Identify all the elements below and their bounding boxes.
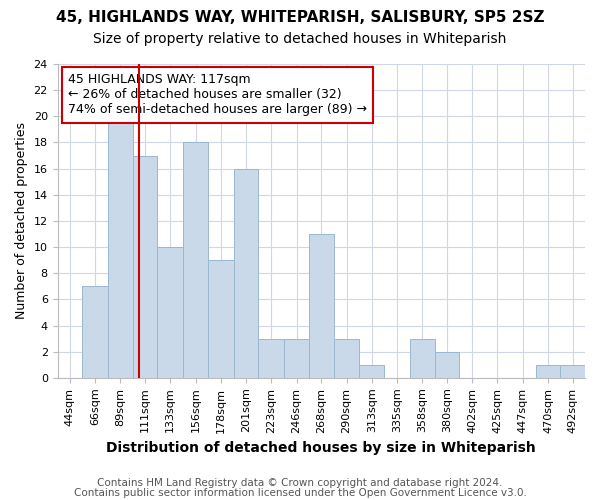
Text: 45, HIGHLANDS WAY, WHITEPARISH, SALISBURY, SP5 2SZ: 45, HIGHLANDS WAY, WHITEPARISH, SALISBUR… [56,10,544,25]
Text: 45 HIGHLANDS WAY: 117sqm
← 26% of detached houses are smaller (32)
74% of semi-d: 45 HIGHLANDS WAY: 117sqm ← 26% of detach… [68,74,367,116]
Bar [284,338,309,378]
Text: Contains HM Land Registry data © Crown copyright and database right 2024.: Contains HM Land Registry data © Crown c… [97,478,503,488]
Bar [133,156,157,378]
Bar [157,247,183,378]
X-axis label: Distribution of detached houses by size in Whiteparish: Distribution of detached houses by size … [106,441,536,455]
Bar [108,116,133,378]
Y-axis label: Number of detached properties: Number of detached properties [15,122,28,320]
Bar [208,260,234,378]
Bar [259,338,284,378]
Bar [434,352,460,378]
Bar [183,142,208,378]
Bar [234,168,259,378]
Bar [536,364,560,378]
Bar [560,364,585,378]
Bar [410,338,434,378]
Text: Contains public sector information licensed under the Open Government Licence v3: Contains public sector information licen… [74,488,526,498]
Bar [82,286,108,378]
Bar [309,234,334,378]
Bar [359,364,384,378]
Text: Size of property relative to detached houses in Whiteparish: Size of property relative to detached ho… [94,32,506,46]
Bar [334,338,359,378]
